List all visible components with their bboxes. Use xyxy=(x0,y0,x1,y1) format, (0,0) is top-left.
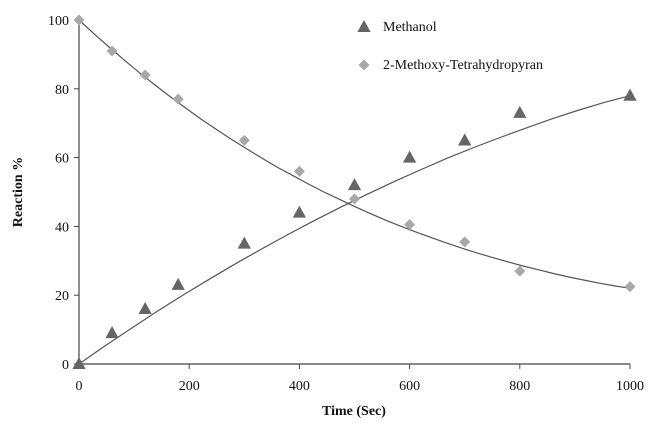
axes xyxy=(78,20,630,365)
legend-triangle-marker xyxy=(357,20,371,33)
methanol-point xyxy=(72,357,86,370)
methoxy-thp-point xyxy=(404,219,416,231)
methoxy-thp-point xyxy=(139,69,151,81)
legend-label-methanol: Methanol xyxy=(383,20,437,35)
methoxy-thp-point xyxy=(349,193,360,205)
methoxy-thp-point xyxy=(459,236,471,248)
methoxy-thp-point xyxy=(106,45,118,57)
legend-diamond-marker xyxy=(358,59,370,71)
methanol-point xyxy=(623,88,637,101)
methoxy-thp-point xyxy=(624,281,636,293)
x-tick-label: 1000 xyxy=(616,379,644,394)
trend-lines xyxy=(78,19,631,365)
y-axis-title: Reaction % xyxy=(11,157,26,227)
y-tick-label: 100 xyxy=(48,14,69,29)
y-tick-label: 40 xyxy=(55,220,69,235)
y-tick-label: 0 xyxy=(62,358,69,373)
methanol-point xyxy=(292,205,307,218)
methoxy-thp-point xyxy=(172,93,184,105)
y-tick-label: 20 xyxy=(55,289,69,304)
x-tick-label: 200 xyxy=(179,379,200,394)
methanol-point xyxy=(402,150,417,163)
methoxy-thp-point xyxy=(514,265,526,277)
x-tick-label: 400 xyxy=(289,379,310,394)
x-tick-label: 0 xyxy=(76,379,83,394)
legend: Methanol 2-Methoxy-Tetrahydropyran xyxy=(357,20,543,73)
x-tick-label: 800 xyxy=(509,379,530,394)
methanol-point xyxy=(171,277,185,290)
legend-item-methoxy-thp: 2-Methoxy-Tetrahydropyran xyxy=(358,58,543,73)
legend-item-methanol: Methanol xyxy=(357,20,437,35)
methoxy-thp-point xyxy=(73,14,85,26)
trend-line-series-1 xyxy=(78,19,631,289)
y-ticks: 0 20 40 60 80 100 xyxy=(48,14,79,373)
trend-line-series-0 xyxy=(78,95,631,365)
methoxy-thp-point xyxy=(293,165,305,177)
y-tick-label: 60 xyxy=(55,152,69,167)
methanol-point xyxy=(237,236,251,249)
y-tick-label: 80 xyxy=(55,83,69,98)
methanol-point xyxy=(105,326,119,339)
x-tick-label: 600 xyxy=(399,379,420,394)
x-axis-title: Time (Sec) xyxy=(322,404,386,419)
data-points xyxy=(72,14,637,370)
methanol-point xyxy=(138,301,152,314)
methanol-point xyxy=(347,178,362,191)
legend-label-methoxy-thp: 2-Methoxy-Tetrahydropyran xyxy=(383,58,543,73)
x-ticks: 0 200 400 600 800 1000 xyxy=(76,364,644,394)
methanol-point xyxy=(458,133,472,146)
methanol-point xyxy=(513,105,527,118)
methoxy-thp-point xyxy=(238,134,250,146)
